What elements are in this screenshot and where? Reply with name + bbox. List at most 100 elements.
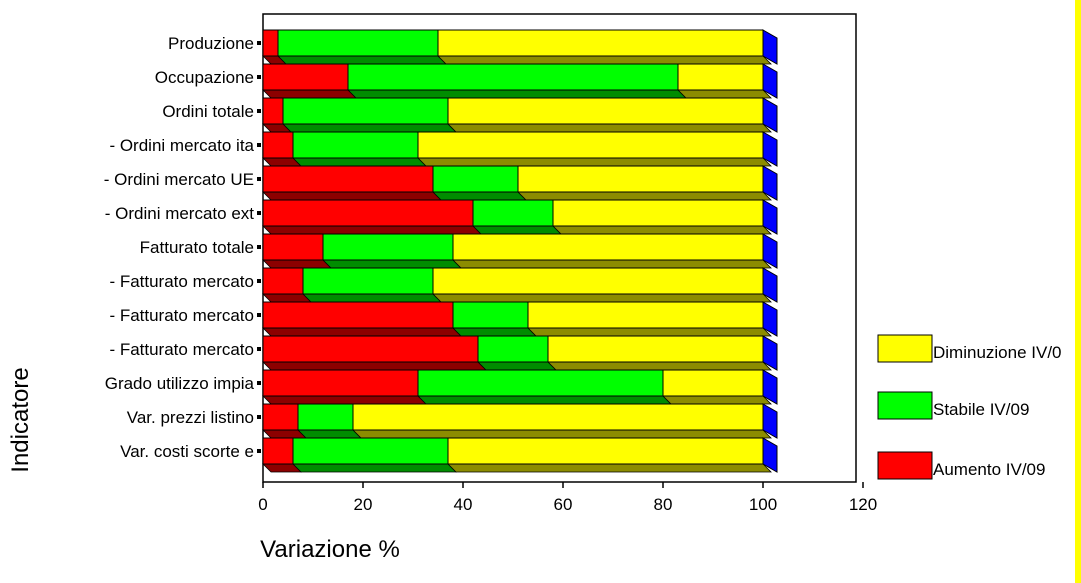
bar-depth-diminuzione-iv-0 bbox=[452, 259, 772, 269]
y-tick-mark bbox=[257, 245, 261, 249]
y-tick-label: Var. prezzi listino bbox=[127, 408, 254, 427]
x-axis-label: Variazione % bbox=[260, 536, 400, 563]
bar-segment-aumento-iv-09 bbox=[262, 97, 284, 125]
bar-depth-aumento-iv-09 bbox=[262, 395, 427, 405]
y-tick-mark bbox=[257, 347, 261, 351]
bar-segment-stabile-iv-09 bbox=[432, 165, 519, 193]
bar-depth-diminuzione-iv-0 bbox=[447, 123, 772, 133]
legend-swatch bbox=[877, 391, 933, 420]
legend-label: Diminuzione IV/0 bbox=[933, 343, 1062, 362]
bar-segment-stabile-iv-09 bbox=[347, 63, 679, 91]
bar-segment-aumento-iv-09 bbox=[262, 29, 279, 57]
bar-segment-diminuzione-iv-0 bbox=[552, 199, 764, 227]
y-tick-label: Grado utilizzo impia bbox=[105, 374, 255, 393]
bar-depth-stabile-iv-09 bbox=[282, 123, 457, 133]
bar-segment-stabile-iv-09 bbox=[282, 97, 449, 125]
legend-swatch bbox=[877, 451, 933, 480]
bar-end-cap bbox=[762, 369, 778, 405]
bar-depth-stabile-iv-09 bbox=[297, 429, 362, 439]
bar-depth-diminuzione-iv-0 bbox=[662, 395, 772, 405]
bar-depth-aumento-iv-09 bbox=[262, 259, 332, 269]
bar-depth-aumento-iv-09 bbox=[262, 191, 442, 201]
y-tick-label: - Ordini mercato UE bbox=[104, 170, 254, 189]
bar-depth-stabile-iv-09 bbox=[277, 55, 447, 65]
legend-label: Stabile IV/09 bbox=[933, 400, 1029, 419]
bar-depth-diminuzione-iv-0 bbox=[517, 191, 772, 201]
y-tick-label: - Fatturato mercato bbox=[109, 306, 254, 325]
bar-depth-stabile-iv-09 bbox=[477, 361, 557, 371]
y-tick-mark bbox=[257, 75, 261, 79]
bars-layer bbox=[262, 29, 778, 473]
y-tick-label: Var. costi scorte e bbox=[120, 442, 254, 461]
y-tick-label: - Ordini mercato ita bbox=[109, 136, 254, 155]
bar-segment-diminuzione-iv-0 bbox=[517, 165, 764, 193]
y-tick-label: Ordini totale bbox=[162, 102, 254, 121]
bar-depth-diminuzione-iv-0 bbox=[527, 327, 772, 337]
bar-segment-stabile-iv-09 bbox=[292, 131, 419, 159]
bar-depth-diminuzione-iv-0 bbox=[352, 429, 772, 439]
bar-segment-aumento-iv-09 bbox=[262, 267, 304, 295]
y-tick-label: Produzione bbox=[168, 34, 254, 53]
legend: Diminuzione IV/0 Stabile IV/09 Aumento IV/… bbox=[877, 334, 1062, 480]
bar-depth-stabile-iv-09 bbox=[302, 293, 442, 303]
bar-segment-stabile-iv-09 bbox=[302, 267, 434, 295]
y-tick-label: - Fatturato mercato bbox=[109, 340, 254, 359]
bar-segment-stabile-iv-09 bbox=[417, 369, 664, 397]
bar-depth-diminuzione-iv-0 bbox=[677, 89, 772, 99]
bar-end-cap bbox=[762, 63, 778, 99]
bar-segment-diminuzione-iv-0 bbox=[447, 437, 764, 465]
y-tick-mark bbox=[257, 211, 261, 215]
bar-segment-diminuzione-iv-0 bbox=[662, 369, 764, 397]
bar-segment-diminuzione-iv-0 bbox=[677, 63, 764, 91]
bar-depth-diminuzione-iv-0 bbox=[417, 157, 772, 167]
bar-depth-stabile-iv-09 bbox=[417, 395, 672, 405]
y-tick-label: Fatturato totale bbox=[140, 238, 254, 257]
bar-depth-aumento-iv-09 bbox=[262, 225, 482, 235]
bar-segment-aumento-iv-09 bbox=[262, 199, 474, 227]
right-edge-strip bbox=[1075, 0, 1081, 583]
bar-segment-aumento-iv-09 bbox=[262, 403, 299, 431]
bar-segment-stabile-iv-09 bbox=[452, 301, 529, 329]
bar-depth-aumento-iv-09 bbox=[262, 361, 487, 371]
y-tick-mark bbox=[257, 177, 261, 181]
bar-end-cap bbox=[762, 403, 778, 439]
bar-segment-diminuzione-iv-0 bbox=[437, 29, 764, 57]
y-tick-mark bbox=[257, 313, 261, 317]
legend-swatch bbox=[877, 334, 933, 363]
bar-end-cap bbox=[762, 165, 778, 201]
x-tick-label: 100 bbox=[749, 495, 777, 514]
y-tick-mark bbox=[257, 415, 261, 419]
y-tick-label: Occupazione bbox=[155, 68, 254, 87]
bar-segment-aumento-iv-09 bbox=[262, 335, 479, 363]
bar-segment-stabile-iv-09 bbox=[297, 403, 354, 431]
y-tick-mark bbox=[257, 109, 261, 113]
bar-end-cap bbox=[762, 301, 778, 337]
axes-layer: Produzione Occupazione Ordini totale - Ordi… bbox=[104, 34, 877, 514]
y-axis-label: Indicatore bbox=[7, 367, 34, 472]
bar-segment-diminuzione-iv-0 bbox=[447, 97, 764, 125]
bar-segment-diminuzione-iv-0 bbox=[352, 403, 764, 431]
bar-segment-diminuzione-iv-0 bbox=[417, 131, 764, 159]
bar-depth-diminuzione-iv-0 bbox=[447, 463, 772, 473]
bar-segment-aumento-iv-09 bbox=[262, 369, 419, 397]
bar-depth-aumento-iv-09 bbox=[262, 327, 462, 337]
bar-segment-aumento-iv-09 bbox=[262, 63, 349, 91]
bar-end-cap bbox=[762, 97, 778, 133]
y-tick-mark bbox=[257, 143, 261, 147]
bar-depth-diminuzione-iv-0 bbox=[552, 225, 772, 235]
bar-depth-diminuzione-iv-0 bbox=[432, 293, 772, 303]
y-tick-mark bbox=[257, 449, 261, 453]
bar-end-cap bbox=[762, 267, 778, 303]
bar-depth-stabile-iv-09 bbox=[322, 259, 462, 269]
legend-label: Aumento IV/09 bbox=[933, 460, 1045, 479]
bar-segment-aumento-iv-09 bbox=[262, 437, 294, 465]
bar-segment-aumento-iv-09 bbox=[262, 301, 454, 329]
x-tick-label: 20 bbox=[354, 495, 373, 514]
bar-segment-stabile-iv-09 bbox=[322, 233, 454, 261]
x-tick-label: 120 bbox=[849, 495, 877, 514]
bar-end-cap bbox=[762, 29, 778, 65]
y-tick-mark bbox=[257, 279, 261, 283]
y-tick-mark bbox=[257, 41, 261, 45]
bar-depth-stabile-iv-09 bbox=[292, 157, 427, 167]
